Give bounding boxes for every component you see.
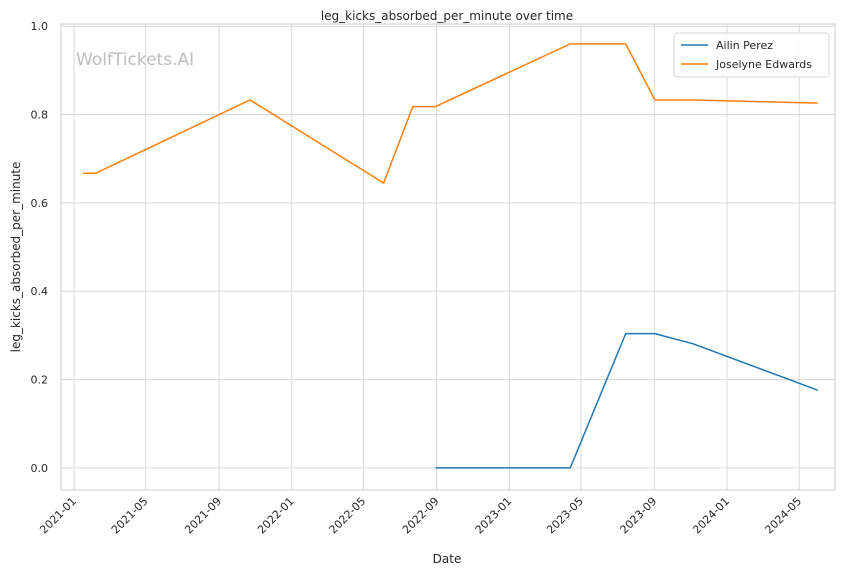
y-tick-label: 0.4 <box>31 285 49 298</box>
y-tick-label: 1.0 <box>31 20 49 33</box>
y-tick-label: 0.0 <box>31 462 49 475</box>
legend: Ailin Perez Joselyne Edwards <box>673 32 830 78</box>
legend-box <box>673 32 830 78</box>
y-tick-label: 0.2 <box>31 374 49 387</box>
plot-frame <box>60 23 836 491</box>
watermark-text: WolfTickets.AI <box>76 50 194 70</box>
series-line-0 <box>435 332 818 469</box>
y-axis-title: leg_kicks_absorbed_per_minute <box>9 162 23 353</box>
legend-label-1: Joselyne Edwards <box>715 58 812 71</box>
y-tick-label: 0.8 <box>31 109 49 122</box>
gridlines <box>61 24 835 490</box>
chart-title: leg_kicks_absorbed_per_minute over time <box>321 9 573 23</box>
series-line-1 <box>83 43 818 184</box>
x-axis-title: Date <box>433 552 462 566</box>
y-tick-label: 0.6 <box>31 197 49 210</box>
legend-label-0: Ailin Perez <box>716 39 773 52</box>
y-axis-ticks: 0.0 0.2 0.4 0.6 0.8 1.0 <box>31 20 49 475</box>
series-lines <box>83 43 818 469</box>
